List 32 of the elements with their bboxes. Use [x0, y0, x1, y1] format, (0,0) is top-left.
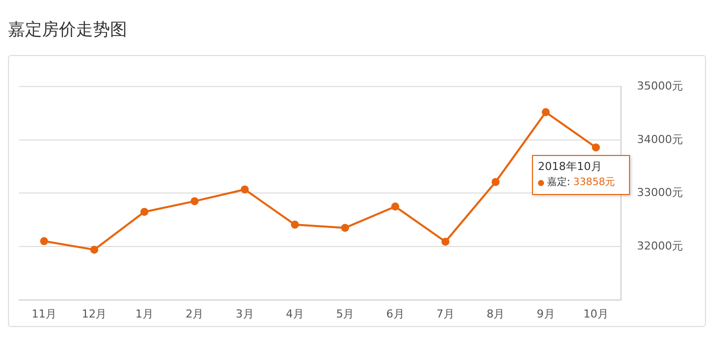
x-tick-label: 12月 — [82, 307, 107, 320]
chart-title: 嘉定房价走势图 — [8, 19, 128, 41]
point — [140, 208, 148, 216]
x-tick-label: 11月 — [32, 307, 57, 320]
point — [90, 246, 98, 254]
point — [542, 108, 550, 116]
point — [441, 238, 450, 246]
y-tick-label: 32000元 — [637, 239, 684, 252]
y-tick-label: 33000元 — [637, 186, 684, 200]
point — [290, 220, 299, 229]
annotation: 2018年10月 — [538, 159, 603, 176]
data-label: 33858元 — [573, 177, 616, 188]
x-tick-label: 4月 — [286, 307, 304, 320]
y-tick-label: 34000元 — [637, 132, 684, 146]
x-tick-label: 5月 — [336, 307, 354, 320]
y-tick-label: 35000元 — [637, 79, 684, 92]
legend-label: 嘉定: — [546, 177, 570, 188]
point — [341, 224, 350, 232]
x-tick-label: 10月 — [583, 307, 608, 320]
x-tick-label: 8月 — [486, 307, 505, 320]
x-tick-label: 6月 — [386, 307, 404, 320]
x-tick-label: 7月 — [436, 307, 454, 320]
point — [40, 237, 48, 246]
point — [190, 197, 199, 206]
point — [492, 178, 500, 186]
x-tick-label: 1月 — [135, 307, 154, 320]
point — [240, 185, 249, 194]
point — [592, 143, 600, 152]
point — [391, 202, 400, 211]
x-tick-label: 3月 — [236, 307, 254, 320]
x-tick-label: 2月 — [186, 307, 204, 320]
x-tick-label: 9月 — [536, 307, 555, 320]
